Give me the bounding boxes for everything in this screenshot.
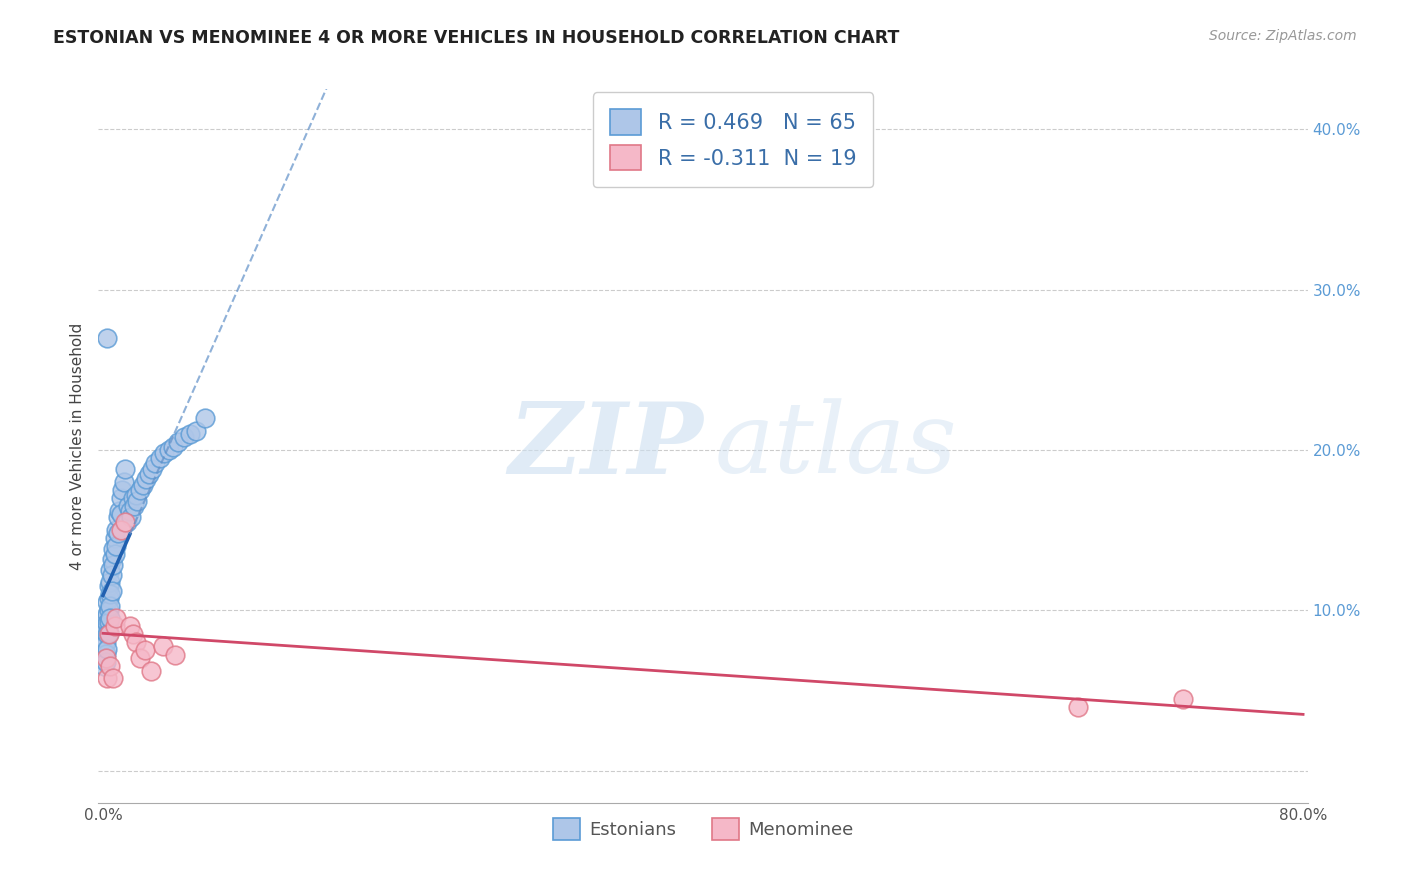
Point xyxy=(122,627,145,641)
Point xyxy=(138,467,160,481)
Point xyxy=(94,611,117,625)
Point xyxy=(93,619,115,633)
Point xyxy=(104,531,127,545)
Point xyxy=(101,584,124,599)
Point xyxy=(117,499,139,513)
Point xyxy=(110,491,132,505)
Point xyxy=(97,627,120,641)
Point xyxy=(110,507,132,521)
Point xyxy=(96,331,118,345)
Point xyxy=(115,515,138,529)
Point xyxy=(129,483,152,497)
Point xyxy=(124,499,146,513)
Point xyxy=(97,591,120,605)
Point xyxy=(127,494,149,508)
Point xyxy=(100,599,122,613)
Point xyxy=(94,651,117,665)
Point xyxy=(110,523,132,537)
Point xyxy=(96,641,118,656)
Point xyxy=(122,491,145,505)
Point xyxy=(114,515,136,529)
Point xyxy=(139,665,162,679)
Point xyxy=(118,619,141,633)
Point xyxy=(100,563,122,577)
Point xyxy=(184,424,207,438)
Point xyxy=(135,472,157,486)
Point xyxy=(179,427,201,442)
Point xyxy=(100,611,122,625)
Point xyxy=(105,523,128,537)
Point xyxy=(93,659,115,673)
Point xyxy=(103,671,125,685)
Point xyxy=(94,655,117,669)
Point xyxy=(100,659,122,673)
Point xyxy=(167,435,190,450)
Point xyxy=(163,648,186,663)
Point xyxy=(96,627,118,641)
Point xyxy=(194,411,217,425)
Point xyxy=(101,568,124,582)
Point xyxy=(97,579,120,593)
Point xyxy=(125,488,148,502)
Text: ZIP: ZIP xyxy=(508,398,703,494)
Point xyxy=(101,552,124,566)
Point xyxy=(173,430,195,444)
Point xyxy=(103,542,125,557)
Point xyxy=(97,625,120,640)
Point xyxy=(97,603,120,617)
Point xyxy=(104,547,127,561)
Point xyxy=(100,587,122,601)
Point xyxy=(93,632,115,647)
Point xyxy=(108,504,131,518)
Point xyxy=(104,619,127,633)
Point xyxy=(112,475,135,489)
Text: Source: ZipAtlas.com: Source: ZipAtlas.com xyxy=(1209,29,1357,44)
Point xyxy=(94,623,117,637)
Point xyxy=(96,607,118,621)
Point xyxy=(1067,699,1090,714)
Point xyxy=(149,450,172,465)
Y-axis label: 4 or more Vehicles in Household: 4 or more Vehicles in Household xyxy=(69,322,84,570)
Point xyxy=(162,440,184,454)
Point xyxy=(145,456,167,470)
Point xyxy=(105,539,128,553)
Point xyxy=(105,611,128,625)
Point xyxy=(96,595,118,609)
Point xyxy=(157,442,180,457)
Point xyxy=(129,651,152,665)
Point xyxy=(152,639,174,653)
Point xyxy=(153,446,176,460)
Point xyxy=(107,510,129,524)
Text: atlas: atlas xyxy=(716,399,957,493)
Point xyxy=(94,647,117,661)
Point xyxy=(1171,691,1194,706)
Point xyxy=(111,483,134,497)
Point xyxy=(94,635,117,649)
Point xyxy=(141,462,163,476)
Point xyxy=(114,462,136,476)
Point xyxy=(103,558,125,573)
Point xyxy=(132,478,155,492)
Point xyxy=(134,643,156,657)
Point xyxy=(100,574,122,589)
Legend: Estonians, Menominee: Estonians, Menominee xyxy=(546,811,860,847)
Point xyxy=(118,504,141,518)
Point xyxy=(107,526,129,541)
Point xyxy=(97,615,120,629)
Point xyxy=(93,639,115,653)
Point xyxy=(125,635,148,649)
Point xyxy=(96,671,118,685)
Text: ESTONIAN VS MENOMINEE 4 OR MORE VEHICLES IN HOUSEHOLD CORRELATION CHART: ESTONIAN VS MENOMINEE 4 OR MORE VEHICLES… xyxy=(53,29,900,47)
Point xyxy=(96,616,118,631)
Point xyxy=(120,510,142,524)
